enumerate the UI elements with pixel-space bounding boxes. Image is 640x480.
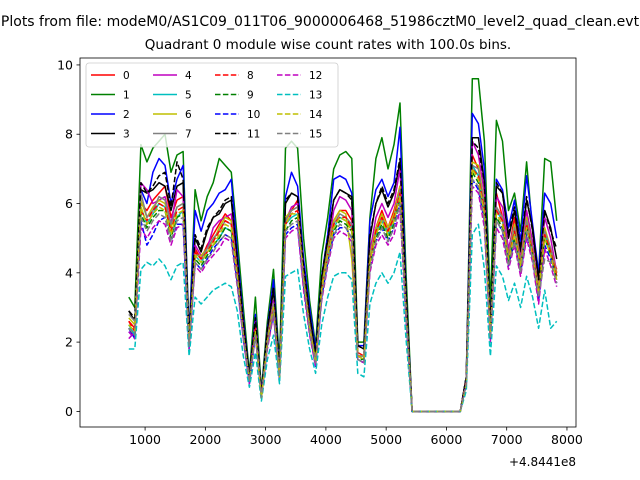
y-tick-label: 8 bbox=[65, 127, 73, 142]
legend-label-13: 13 bbox=[309, 90, 322, 102]
y-tick-label: 10 bbox=[57, 57, 73, 72]
legend-label-2: 2 bbox=[123, 109, 130, 121]
x-tick-label: 1000 bbox=[129, 432, 161, 447]
legend-box bbox=[85, 62, 339, 148]
x-tick-label: 8000 bbox=[551, 432, 583, 447]
y-tick-label: 6 bbox=[65, 196, 73, 211]
y-tick-label: 2 bbox=[65, 335, 73, 350]
legend-label-10: 10 bbox=[247, 109, 260, 121]
y-tick-label: 0 bbox=[65, 404, 73, 419]
x-tick-label: 6000 bbox=[431, 432, 463, 447]
legend-label-7: 7 bbox=[185, 129, 192, 141]
legend-label-6: 6 bbox=[185, 109, 192, 121]
series-layer bbox=[128, 78, 558, 413]
x-tick-label: 2000 bbox=[189, 432, 221, 447]
legend-label-11: 11 bbox=[247, 129, 260, 141]
x-tick-label: 4000 bbox=[310, 432, 342, 447]
series-line-13 bbox=[128, 223, 558, 413]
legend-label-0: 0 bbox=[123, 70, 130, 82]
x-tick-label: 5000 bbox=[370, 432, 402, 447]
chart-title: Quadrant 0 module wise count rates with … bbox=[145, 37, 511, 53]
x-tick-label: 3000 bbox=[250, 432, 282, 447]
figure-suptitle: Plots from file: modeM0/AS1C09_011T06_90… bbox=[1, 14, 640, 30]
x-tick-label: 7000 bbox=[491, 432, 523, 447]
legend-label-12: 12 bbox=[309, 70, 322, 82]
legend-label-5: 5 bbox=[185, 90, 192, 102]
plot-frame bbox=[79, 57, 577, 428]
x-offset-text: +4.8441e8 bbox=[509, 455, 576, 469]
legend-label-14: 14 bbox=[309, 109, 323, 121]
legend-label-1: 1 bbox=[123, 90, 130, 102]
series-line-11 bbox=[128, 140, 558, 413]
legend-label-4: 4 bbox=[185, 70, 192, 82]
legend-label-9: 9 bbox=[247, 90, 254, 102]
series-line-1 bbox=[128, 78, 558, 413]
y-tick-label: 4 bbox=[65, 265, 73, 280]
legend-label-15: 15 bbox=[309, 129, 322, 141]
series-line-15 bbox=[128, 178, 558, 413]
legend-label-8: 8 bbox=[247, 70, 254, 82]
legend-label-3: 3 bbox=[123, 129, 130, 141]
